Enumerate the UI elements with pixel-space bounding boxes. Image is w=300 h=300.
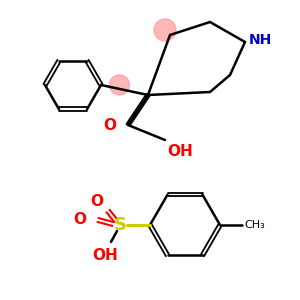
Text: O: O	[103, 118, 116, 133]
Text: O: O	[91, 194, 103, 209]
Circle shape	[110, 75, 130, 95]
Text: O: O	[74, 212, 86, 227]
Circle shape	[154, 19, 176, 41]
Text: OH: OH	[92, 248, 118, 262]
Text: CH₃: CH₃	[244, 220, 265, 230]
Text: S: S	[113, 216, 127, 234]
Text: OH: OH	[167, 144, 193, 159]
Text: NH: NH	[249, 33, 272, 47]
